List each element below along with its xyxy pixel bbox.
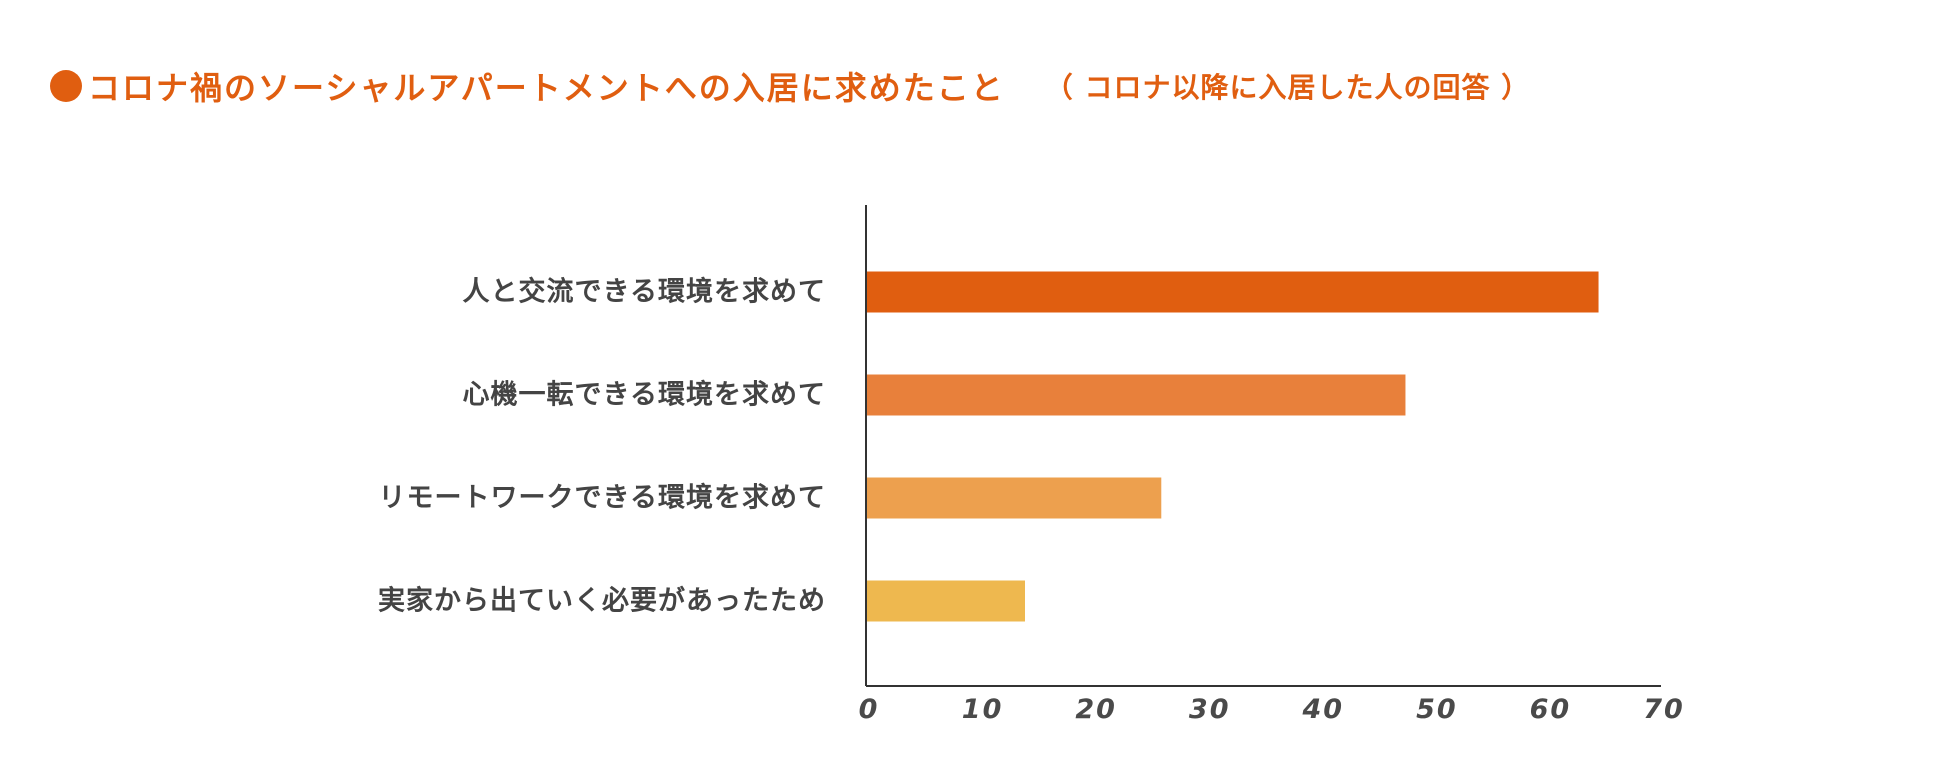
chart-title-text: コロナ禍のソーシャルアパートメントへの入居に求めたこと — [88, 69, 1005, 107]
x-tick-label-2: 20 — [1075, 694, 1117, 725]
x-tick-label-6: 60 — [1530, 694, 1572, 725]
bar-2 — [866, 477, 1162, 519]
category-label-3: 実家から出ていく必要があったため — [378, 585, 826, 617]
bars-group — [866, 271, 1599, 622]
chart-subtitle-text: （ コロナ以降に入居した人の回答 ） — [1044, 71, 1531, 104]
category-labels-group: 人と交流できる環境を求めて心機一転できる環境を求めてリモートワークできる環境を求… — [378, 276, 826, 617]
category-label-2: リモートワークできる環境を求めて — [379, 483, 826, 514]
category-label-0: 人と交流できる環境を求めて — [463, 276, 826, 308]
bar-3 — [866, 580, 1025, 622]
bar-1 — [866, 374, 1406, 416]
category-label-1: 心機一転できる環境を求めて — [463, 380, 826, 411]
x-tick-label-4: 40 — [1301, 694, 1344, 725]
chart-title: コロナ禍のソーシャルアパートメントへの入居に求めたこと （ コロナ以降に入居した… — [50, 64, 1530, 108]
bar-0 — [866, 271, 1599, 313]
x-tick-label-3: 30 — [1189, 694, 1231, 725]
title-bullet-dot-icon — [50, 70, 82, 102]
x-tick-label-7: 70 — [1643, 694, 1685, 725]
x-tick-label-1: 10 — [962, 694, 1004, 725]
x-tick-label-0: 0 — [859, 694, 880, 725]
x-tick-label-5: 50 — [1416, 694, 1458, 725]
x-tick-labels-group: 0 10 20 30 40 50 60 70 — [859, 694, 1685, 725]
